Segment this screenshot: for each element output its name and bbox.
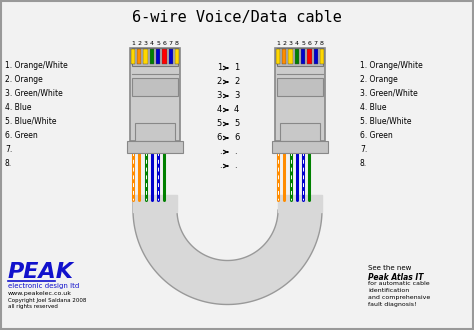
Text: 2. Orange: 2. Orange (5, 75, 43, 83)
Bar (132, 78, 178, 96)
Text: 3: 3 (217, 91, 222, 101)
Bar (272, 141, 328, 153)
Text: 6-wire Voice/Data cable: 6-wire Voice/Data cable (132, 10, 342, 25)
Text: for automatic cable: for automatic cable (368, 281, 429, 286)
Text: 1: 1 (217, 63, 222, 73)
Bar (175, 49, 179, 64)
Text: 5. Blue/White: 5. Blue/White (5, 116, 56, 125)
Text: 3. Green/White: 3. Green/White (5, 88, 63, 97)
Text: 7: 7 (314, 41, 318, 46)
Bar (137, 49, 141, 64)
Text: 2: 2 (217, 78, 222, 86)
Bar (276, 49, 280, 64)
Bar (320, 49, 324, 64)
Text: 6: 6 (163, 41, 166, 46)
Bar (156, 49, 160, 64)
Bar (280, 123, 320, 141)
Text: 3: 3 (234, 91, 239, 101)
Text: 4: 4 (217, 106, 222, 115)
Text: 2. Orange: 2. Orange (360, 75, 398, 83)
Text: 7.: 7. (360, 145, 367, 153)
Text: 2: 2 (234, 78, 239, 86)
Text: www.peakelec.co.uk: www.peakelec.co.uk (8, 291, 72, 296)
Text: 1. Orange/White: 1. Orange/White (360, 60, 423, 70)
Text: all rights reserved: all rights reserved (8, 304, 58, 309)
Text: 4: 4 (150, 41, 154, 46)
Bar (150, 49, 154, 64)
Bar (162, 49, 167, 64)
Text: identification: identification (368, 288, 409, 293)
Text: 4. Blue: 4. Blue (5, 103, 31, 112)
Text: 4: 4 (295, 41, 299, 46)
Text: 6: 6 (217, 134, 222, 143)
Text: Copyright Joel Saldana 2008: Copyright Joel Saldana 2008 (8, 298, 86, 303)
Text: PEAK: PEAK (8, 262, 74, 282)
Text: 3: 3 (144, 41, 147, 46)
Text: 5: 5 (234, 119, 239, 128)
Bar (277, 48, 323, 66)
Text: 5: 5 (301, 41, 305, 46)
Text: 1: 1 (131, 41, 135, 46)
Text: 5: 5 (156, 41, 160, 46)
Text: 3: 3 (289, 41, 292, 46)
Bar (275, 48, 325, 141)
Text: 1: 1 (234, 63, 239, 73)
Bar (307, 49, 311, 64)
Text: 1. Orange/White: 1. Orange/White (5, 60, 68, 70)
Bar (277, 78, 323, 96)
Bar (130, 48, 180, 141)
Bar (127, 141, 183, 153)
Bar (169, 49, 173, 64)
Text: .: . (219, 148, 222, 156)
Text: 6. Green: 6. Green (5, 130, 38, 140)
Text: 8.: 8. (5, 158, 12, 168)
Text: 2: 2 (283, 41, 286, 46)
Text: 4. Blue: 4. Blue (360, 103, 386, 112)
Text: .: . (219, 161, 222, 171)
Text: 8.: 8. (360, 158, 367, 168)
Text: 1: 1 (276, 41, 280, 46)
Text: 8: 8 (175, 41, 179, 46)
Text: and comprehensive: and comprehensive (368, 295, 430, 300)
Bar (135, 123, 175, 141)
Text: .: . (234, 161, 237, 171)
Text: See the new: See the new (368, 265, 411, 271)
Bar (132, 48, 178, 66)
Text: 2: 2 (137, 41, 141, 46)
Text: 5: 5 (217, 119, 222, 128)
Text: 6. Green: 6. Green (360, 130, 393, 140)
Text: 8: 8 (320, 41, 324, 46)
Bar (295, 49, 299, 64)
Bar (288, 49, 293, 64)
Bar (282, 49, 286, 64)
Text: fault diagnosis!: fault diagnosis! (368, 302, 417, 307)
Text: 3. Green/White: 3. Green/White (360, 88, 418, 97)
Bar (143, 49, 148, 64)
Text: 4: 4 (234, 106, 239, 115)
Bar (313, 49, 318, 64)
Text: 7: 7 (169, 41, 173, 46)
Bar (301, 49, 305, 64)
Text: 6: 6 (234, 134, 239, 143)
Text: 7.: 7. (5, 145, 12, 153)
Text: electronic design ltd: electronic design ltd (8, 283, 79, 289)
Text: .: . (234, 148, 237, 156)
Polygon shape (133, 200, 322, 305)
Text: 5. Blue/White: 5. Blue/White (360, 116, 411, 125)
Bar (131, 49, 135, 64)
Text: 6: 6 (308, 41, 311, 46)
Text: Peak Atlas IT: Peak Atlas IT (368, 273, 423, 282)
